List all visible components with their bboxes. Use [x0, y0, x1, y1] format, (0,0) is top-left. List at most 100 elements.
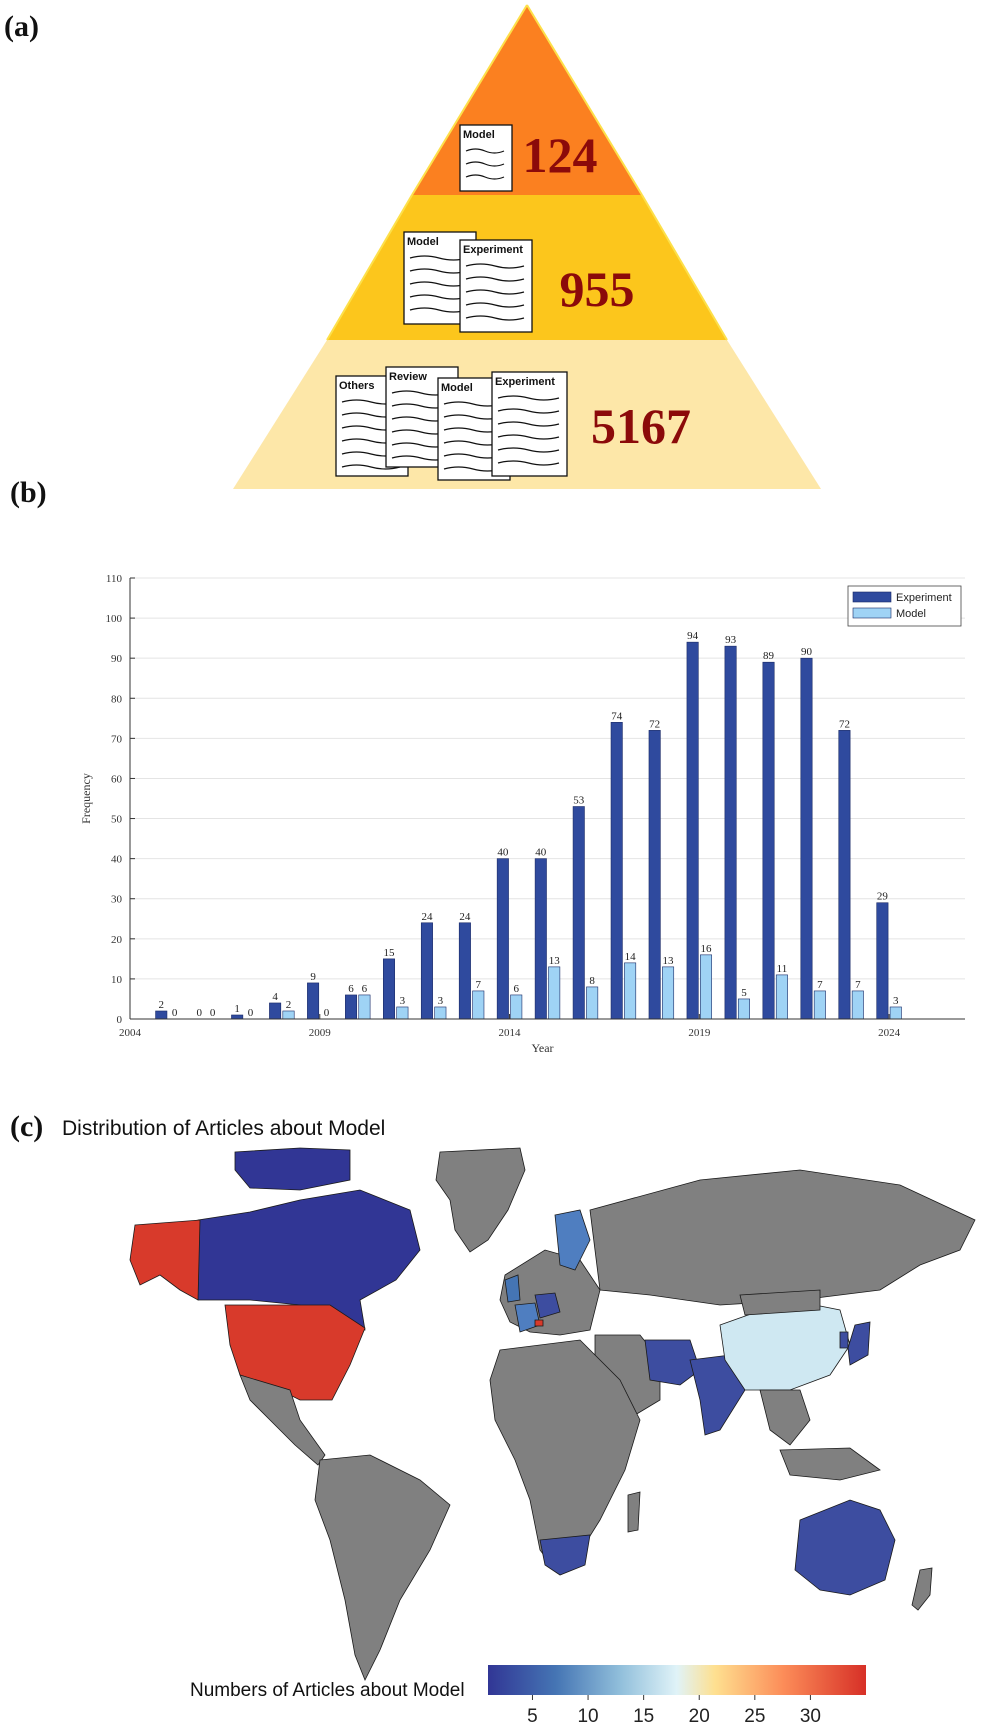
bar-value-label: 24 [459, 911, 471, 923]
text-squiggle [497, 408, 560, 414]
bar-model [548, 966, 561, 1020]
bar-value-label: 0 [172, 1007, 178, 1019]
y-tick-label: 40 [111, 854, 123, 866]
bar-model [358, 994, 371, 1020]
bar-value-label: 16 [701, 943, 713, 955]
bar-experiment [345, 994, 358, 1020]
text-squiggle [497, 395, 560, 401]
bar-model [586, 986, 599, 1020]
country-canada-islands [234, 1147, 351, 1191]
country-germany [534, 1292, 561, 1319]
bar-model [510, 994, 523, 1020]
document-label: Others [339, 380, 374, 392]
bar-value-label: 0 [210, 1007, 216, 1019]
y-tick-label: 80 [111, 693, 123, 705]
country-mongolia [739, 1289, 821, 1316]
country-new-zealand [911, 1567, 933, 1611]
bar-experiment [420, 922, 433, 1020]
bar-experiment [534, 858, 547, 1020]
bar-model [282, 1010, 295, 1020]
colorbar-tick-label: 25 [744, 1706, 765, 1727]
x-tick-label: 2009 [309, 1027, 332, 1039]
pyramid-edge-right [526, 4, 643, 196]
x-tick-label: 2014 [499, 1027, 522, 1039]
colorbar-tick-label: 20 [689, 1706, 710, 1727]
y-tick-label: 10 [111, 974, 123, 986]
bar-model [700, 954, 713, 1020]
x-tick-label: 2004 [119, 1027, 142, 1039]
bar-model [624, 962, 637, 1020]
bar-value-label: 29 [877, 891, 889, 903]
document-label: Experiment [463, 244, 523, 256]
colorbar-tick-label: 30 [800, 1706, 821, 1727]
bar-value-label: 53 [573, 795, 585, 807]
y-tick-label: 0 [117, 1014, 123, 1026]
bar-value-label: 13 [663, 955, 675, 967]
country-madagascar [627, 1491, 641, 1533]
x-axis-label: Year [531, 1041, 553, 1055]
text-squiggle [497, 447, 560, 453]
bar-model [737, 998, 750, 1020]
text-squiggle [465, 161, 505, 167]
bar-value-label: 0 [248, 1007, 254, 1019]
bar-value-label: 7 [476, 979, 482, 991]
document-label: Experiment [495, 376, 555, 388]
y-tick-label: 110 [106, 573, 123, 585]
country-switzerland [534, 1319, 544, 1327]
legend-entry: Model [896, 608, 926, 620]
text-squiggle [465, 315, 525, 321]
bar-value-label: 9 [310, 971, 316, 983]
map-land [129, 1147, 976, 1681]
country-mexico [239, 1374, 326, 1466]
bar-experiment [838, 730, 851, 1020]
bar-value-label: 6 [362, 983, 368, 995]
document-label: Review [389, 371, 427, 383]
legend-swatch [852, 591, 892, 603]
x-tick-label: 2024 [878, 1027, 901, 1039]
bar-model [851, 990, 864, 1020]
text-squiggle [497, 421, 560, 427]
bar-value-label: 5 [741, 987, 747, 999]
bar-model [396, 1006, 409, 1020]
bar-experiment [231, 1014, 244, 1020]
text-squiggle [465, 276, 525, 282]
y-tick-label: 100 [106, 613, 123, 625]
country-alaska [129, 1219, 201, 1301]
bar-value-label: 74 [611, 710, 623, 722]
pyramid-figure: Model Model Experiment Others Review Model Exp… [233, 4, 821, 489]
text-squiggle [465, 289, 525, 295]
colorbar-tick-label: 5 [527, 1706, 538, 1727]
bar-value-label: 90 [801, 646, 813, 658]
legend-swatch [852, 607, 892, 619]
country-russia [589, 1169, 976, 1306]
tier-top-value: 124 [523, 127, 598, 183]
y-tick-label: 30 [111, 894, 123, 906]
y-tick-label: 70 [111, 733, 123, 745]
bar-model [472, 990, 485, 1020]
text-squiggle [465, 148, 505, 154]
y-tick-label: 20 [111, 934, 123, 946]
bar-value-label: 0 [324, 1007, 330, 1019]
bar-experiment [610, 722, 623, 1020]
bar-experiment [458, 922, 471, 1020]
tier-middle-value: 955 [560, 261, 635, 317]
bar-experiment [155, 1010, 168, 1020]
y-tick-label: 90 [111, 653, 123, 665]
legend-entry: Experiment [896, 592, 952, 604]
bar-value-label: 94 [687, 630, 699, 642]
bar-value-label: 40 [497, 847, 509, 859]
bar-experiment [496, 858, 509, 1020]
bar-value-label: 7 [817, 979, 823, 991]
country-southeast-asia [759, 1389, 811, 1446]
bar-value-label: 6 [513, 983, 519, 995]
bar-value-label: 72 [649, 718, 660, 730]
bar-experiment [800, 657, 813, 1020]
bar-value-label: 6 [348, 983, 354, 995]
bar-model [813, 990, 826, 1020]
text-squiggle [465, 174, 505, 180]
bar-model [889, 1006, 902, 1020]
pyramid-edge-right2 [641, 194, 728, 341]
colorbar-tick-label: 15 [633, 1706, 654, 1727]
bar-value-label: 4 [272, 991, 278, 1003]
bar-value-label: 89 [763, 650, 775, 662]
